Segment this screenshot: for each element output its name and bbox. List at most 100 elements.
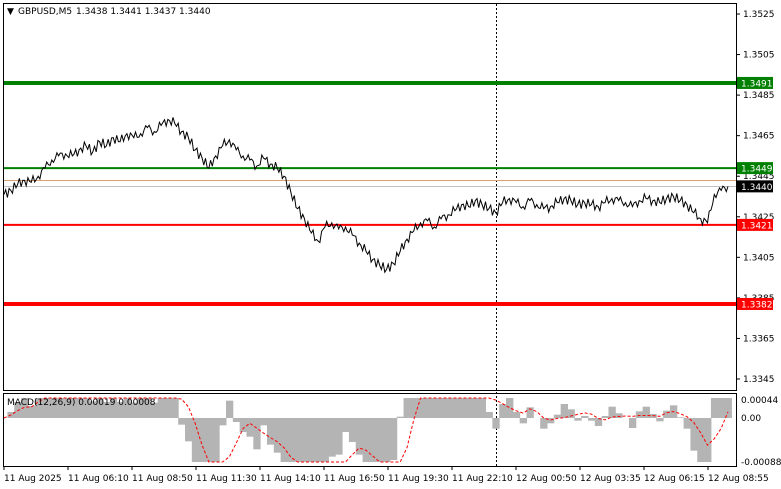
macd-bar bbox=[704, 418, 712, 462]
macd-bar bbox=[321, 418, 329, 462]
price-axis: 1.35251.35051.34851.34651.34451.34251.34… bbox=[736, 10, 775, 385]
levels bbox=[4, 80, 736, 306]
macd-bar bbox=[663, 410, 671, 418]
macd-bar bbox=[116, 402, 125, 418]
macd-bar bbox=[103, 402, 111, 418]
macd-bar bbox=[130, 402, 138, 418]
macd-bar bbox=[540, 418, 548, 429]
macd-bar bbox=[410, 398, 418, 418]
caret-icon[interactable]: ▼ bbox=[7, 7, 14, 17]
level-tag-label: 1.3449 bbox=[741, 165, 773, 175]
macd-bar bbox=[34, 398, 43, 418]
macd-bar bbox=[96, 398, 104, 418]
macd-bar bbox=[109, 398, 118, 418]
macd-tick-top: 0.00044 bbox=[741, 396, 778, 406]
macd-bar bbox=[232, 418, 241, 422]
macd-bar bbox=[307, 418, 316, 462]
macd-bar bbox=[280, 418, 288, 462]
macd-bar bbox=[697, 418, 705, 462]
level-tag bbox=[737, 76, 773, 89]
time-tick-label: 11 Aug 08:50 bbox=[132, 474, 193, 484]
macd-bar bbox=[239, 418, 247, 432]
macd-bar bbox=[710, 398, 719, 418]
time-tick-label: 12 Aug 00:50 bbox=[516, 474, 577, 484]
price-tick-label: 1.3425 bbox=[743, 213, 775, 223]
level-tag-label: 1.3382 bbox=[741, 300, 773, 310]
macd-bar bbox=[294, 418, 302, 462]
time-axis: 11 Aug 2025 11 Aug 06:10 11 Aug 08:50 11 Au… bbox=[3, 466, 769, 484]
macd-bar bbox=[519, 418, 528, 424]
macd-bar bbox=[444, 398, 452, 418]
macd-bar bbox=[164, 398, 172, 418]
macd-bar bbox=[383, 418, 391, 462]
macd-bar bbox=[266, 418, 275, 445]
macd-bar bbox=[273, 418, 282, 453]
macd-bar bbox=[253, 418, 261, 450]
macd-bar bbox=[656, 418, 664, 422]
macd-bar bbox=[642, 406, 650, 418]
level-tags: 1.3491 1.3449 1.3421 1.3382 bbox=[737, 76, 773, 310]
price-pane-frame bbox=[3, 3, 737, 391]
macd-bar bbox=[628, 418, 637, 428]
price-tick-label: 1.3465 bbox=[743, 132, 775, 142]
macd-bar bbox=[499, 404, 507, 418]
time-tick-label: 11 Aug 14:10 bbox=[260, 474, 321, 484]
macd-bar bbox=[560, 404, 568, 418]
macd-bar bbox=[171, 398, 179, 418]
time-tick-label: 11 Aug 16:50 bbox=[324, 474, 385, 484]
macd-signal-line bbox=[3, 397, 729, 463]
macd-bar bbox=[512, 412, 521, 418]
macd-bar bbox=[328, 418, 336, 457]
macd-bar bbox=[567, 409, 575, 418]
macd-bar bbox=[137, 398, 145, 418]
macd-bar bbox=[301, 418, 309, 462]
macd-histogram bbox=[7, 398, 732, 462]
price-tick-label: 1.3525 bbox=[743, 10, 775, 20]
macd-bar bbox=[581, 416, 589, 418]
macd-bar bbox=[601, 416, 609, 418]
macd-bar bbox=[690, 418, 698, 451]
macd-bar bbox=[178, 418, 186, 425]
macd-bar bbox=[615, 413, 623, 418]
level-tag-label: 1.3491 bbox=[741, 79, 773, 89]
ohlc-label: 1.3438 1.3441 1.3437 1.3440 bbox=[76, 7, 211, 17]
macd-tick-zero: 0.00 bbox=[741, 414, 761, 424]
macd-bar bbox=[82, 398, 90, 418]
macd-bar bbox=[89, 401, 97, 418]
macd-bar bbox=[717, 398, 726, 418]
macd-bar bbox=[389, 418, 398, 460]
macd-bar bbox=[212, 418, 220, 462]
macd-bar bbox=[451, 398, 459, 418]
macd-bar bbox=[362, 418, 370, 462]
macd-bar bbox=[21, 398, 29, 418]
macd-bar bbox=[198, 418, 206, 462]
price-tick-label: 1.3405 bbox=[743, 253, 775, 263]
time-tick-label: 12 Aug 06:15 bbox=[644, 474, 705, 484]
macd-bar bbox=[376, 418, 384, 462]
macd-tick-bottom: -0.00088 bbox=[741, 458, 781, 468]
macd-bar bbox=[471, 398, 480, 418]
macd-bar bbox=[48, 398, 56, 418]
macd-bar bbox=[437, 398, 446, 418]
macd-bar bbox=[676, 417, 685, 418]
macd-bar bbox=[478, 398, 487, 418]
level-tag bbox=[737, 218, 773, 231]
price-tick-label: 1.3345 bbox=[743, 375, 775, 385]
macd-bar bbox=[335, 418, 343, 455]
macd-bar bbox=[465, 398, 473, 418]
macd-bar bbox=[14, 402, 22, 418]
macd-bar bbox=[594, 418, 603, 426]
macd-bar bbox=[246, 418, 254, 437]
macd-bar bbox=[55, 398, 63, 418]
macd-bar bbox=[506, 398, 514, 418]
price-tick-label: 1.3365 bbox=[743, 334, 775, 344]
macd-bar bbox=[396, 416, 405, 418]
macd-bar bbox=[150, 402, 159, 418]
macd-bar bbox=[492, 418, 500, 429]
level-tag-label: 1.3421 bbox=[741, 221, 773, 231]
price-tick-label: 1.3485 bbox=[743, 91, 775, 101]
macd-bar bbox=[553, 414, 562, 418]
macd-bar bbox=[219, 418, 227, 426]
macd-bar bbox=[205, 418, 213, 462]
